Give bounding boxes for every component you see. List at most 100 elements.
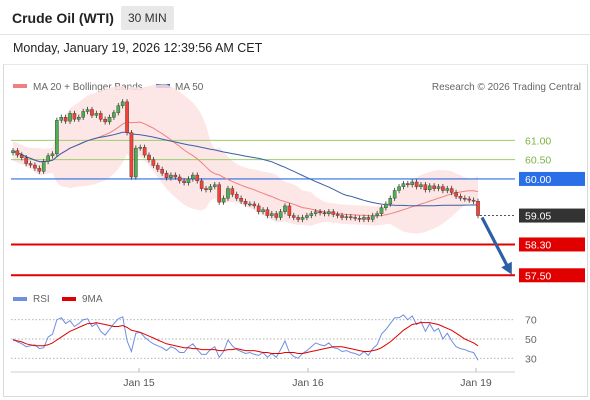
- candle-body: [313, 211, 318, 214]
- candle-body: [11, 150, 15, 153]
- candle-body: [182, 180, 186, 183]
- candle-body: [103, 118, 107, 123]
- candle-body: [33, 164, 37, 169]
- candle-body: [423, 184, 428, 190]
- candle-body: [353, 217, 357, 219]
- instrument-title: Crude Oil (WTI): [12, 10, 114, 26]
- candle-body: [322, 212, 327, 215]
- candle-body: [234, 194, 239, 199]
- candle-body: [46, 155, 50, 162]
- copyright-text: Research © 2026 Trading Central: [432, 82, 581, 93]
- last-price-label: 59.05: [525, 211, 551, 223]
- header-bar: Crude Oil (WTI) 30 MIN: [0, 0, 590, 35]
- candle-body: [252, 203, 257, 207]
- candle-body: [239, 198, 243, 202]
- candle-body: [305, 215, 309, 218]
- candle-body: [414, 181, 419, 187]
- rsi-line: [12, 314, 479, 361]
- candle-body: [243, 201, 248, 205]
- candle-body: [270, 213, 274, 216]
- candle-body: [296, 217, 300, 220]
- x-tick-label: Jan 16: [292, 377, 324, 389]
- candle-body: [256, 205, 261, 212]
- candle-body: [19, 154, 24, 158]
- candle-body: [230, 188, 235, 195]
- candle-body: [384, 203, 388, 209]
- candle-body: [147, 154, 151, 160]
- resistance-label: 60.50: [525, 155, 551, 167]
- rsi-legend-label: RSI: [33, 294, 50, 305]
- candle-body: [467, 198, 472, 201]
- candle-body: [362, 217, 366, 220]
- candle-body: [261, 209, 265, 212]
- timeframe-badge[interactable]: 30 MIN: [121, 6, 174, 30]
- candle-body: [199, 180, 204, 189]
- rsi-tick-label: 30: [525, 353, 537, 365]
- rsi-tick-label: 70: [525, 315, 537, 327]
- candle-body: [427, 185, 432, 190]
- candle-body: [41, 161, 46, 172]
- candle-body: [112, 112, 116, 118]
- candle-body: [28, 163, 33, 166]
- candle-body: [432, 185, 436, 189]
- pivot-tag: [519, 171, 585, 186]
- x-tick-label: Jan 19: [460, 377, 492, 389]
- ma50-line: [12, 131, 479, 207]
- candle-body: [419, 184, 423, 187]
- candle-body: [59, 117, 64, 121]
- candle-body: [177, 176, 182, 182]
- candle-body: [283, 205, 287, 212]
- candle-body: [476, 201, 480, 216]
- candle-body: [15, 150, 20, 156]
- candle-body: [138, 147, 143, 149]
- candle-body: [287, 205, 292, 216]
- candle-body: [370, 215, 375, 220]
- candle-body: [248, 203, 252, 206]
- candle-body: [116, 105, 121, 113]
- candle-body: [173, 174, 178, 178]
- candle-body: [226, 188, 230, 199]
- candle-body: [392, 190, 397, 199]
- candle-body: [155, 165, 160, 170]
- candle-body: [375, 213, 379, 216]
- candle-body: [63, 117, 68, 122]
- candle-body: [204, 188, 208, 190]
- candle-body: [379, 207, 384, 214]
- candle-body: [169, 174, 173, 178]
- candle-body: [331, 211, 336, 215]
- candle-body: [357, 218, 362, 220]
- ma9-legend-label: 9MA: [82, 294, 103, 305]
- candle-body: [129, 132, 134, 178]
- candle-body: [388, 198, 393, 205]
- candle-body: [401, 183, 406, 187]
- candle-body: [134, 147, 138, 178]
- candle-body: [454, 192, 458, 197]
- support-label: 57.50: [525, 270, 551, 282]
- support-tag: [519, 268, 585, 283]
- ma20-legend-label: MA 20 + Bollinger Bands: [33, 82, 143, 93]
- candle-body: [340, 215, 344, 218]
- candle-body: [335, 214, 340, 216]
- candle-body: [318, 211, 322, 214]
- candle-body: [85, 109, 90, 112]
- candle-body: [441, 186, 445, 191]
- pivot-label: 60.00: [525, 174, 551, 186]
- candle-body: [94, 113, 99, 116]
- candle-body: [37, 167, 42, 172]
- bollinger-band: [13, 84, 478, 234]
- rsi-legend-swatch: [13, 297, 27, 301]
- candle-body: [397, 186, 401, 191]
- candle-body: [81, 111, 85, 118]
- candle-body: [217, 184, 221, 203]
- candle-body: [107, 117, 112, 123]
- candle-body: [24, 157, 28, 164]
- x-tick-label: Jan 15: [123, 377, 155, 389]
- candle-body: [436, 186, 441, 189]
- candle-body: [463, 198, 467, 200]
- candle-body: [291, 215, 296, 218]
- candle-body: [195, 174, 200, 182]
- candle-body: [68, 113, 72, 122]
- candle-body: [221, 198, 226, 203]
- candle-body: [151, 159, 156, 166]
